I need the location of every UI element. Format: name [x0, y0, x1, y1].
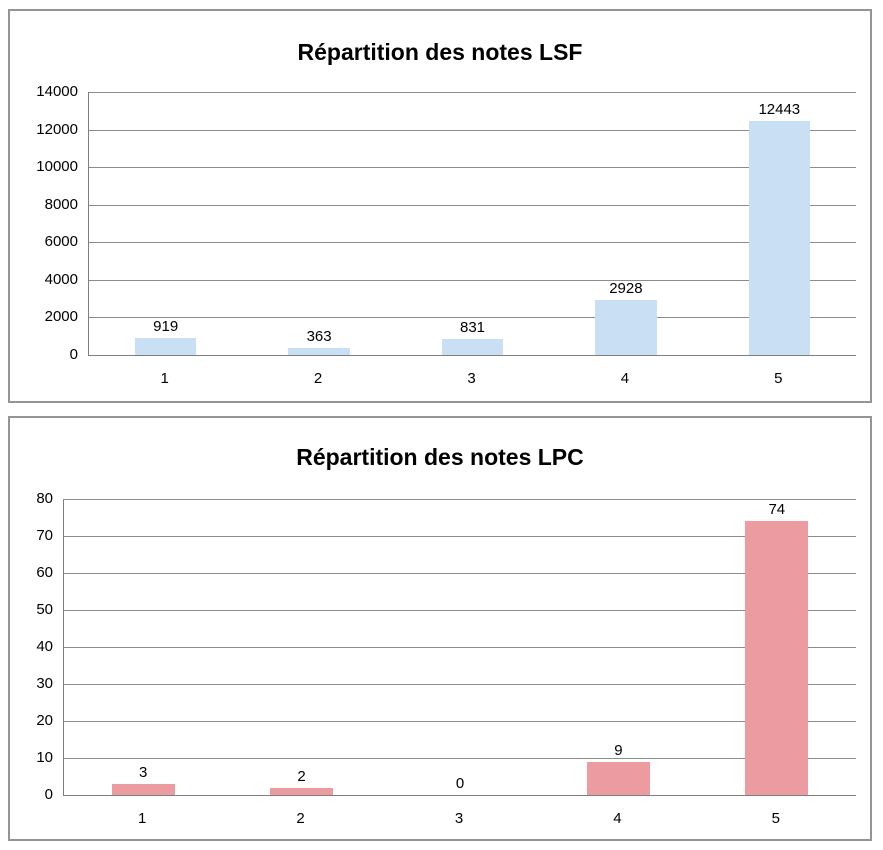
- y-axis-tick-label: 4000: [44, 270, 78, 288]
- x-axis-tick-label: 5: [774, 370, 783, 387]
- plot-area-lpc: 3 2 0 9 74: [63, 499, 856, 796]
- x-axis-tick-label: 5: [771, 810, 780, 827]
- bar-category-4: [586, 761, 651, 795]
- y-gridline: [89, 242, 856, 244]
- x-axis-tick-label: 1: [160, 370, 169, 387]
- x-axis-tick-label: 2: [296, 810, 305, 827]
- x-axis-tick-label: 2: [313, 370, 323, 387]
- y-gridline: [89, 279, 856, 281]
- y-gridline: [64, 721, 856, 722]
- y-gridline: [89, 92, 856, 93]
- chart-lsf: Répartition des notes LSF 919 363 831 2928 1…: [8, 9, 872, 403]
- y-axis-tick-label: 8000: [44, 195, 78, 213]
- y-gridline: [64, 610, 856, 611]
- value-label-category-3: 0: [455, 775, 465, 792]
- y-axis-tick-label: 0: [69, 346, 78, 363]
- bar-category-5: [748, 121, 810, 355]
- bar-category-1: [135, 337, 197, 355]
- y-gridline: [64, 647, 856, 648]
- value-label-category-5: 74: [768, 501, 786, 519]
- y-axis-tick-label: 0: [44, 786, 53, 803]
- y-axis-tick-label: 10000: [36, 158, 78, 176]
- value-label-category-5: 12443: [758, 101, 801, 119]
- y-axis-tick-label: 60: [36, 564, 53, 581]
- y-axis-tick-label: 40: [36, 638, 53, 655]
- chart-lpc: Répartition des notes LPC 3 2 0 9 74 0 10 20 30…: [8, 416, 872, 841]
- x-axis-tick-label: 3: [467, 370, 476, 387]
- y-gridline: [89, 204, 856, 206]
- value-label-category-2: 363: [306, 328, 332, 346]
- y-gridline: [64, 573, 856, 574]
- bar-category-5: [745, 521, 809, 795]
- x-axis-tick-label: 4: [613, 810, 622, 827]
- value-label-category-1: 919: [153, 317, 179, 335]
- y-axis-tick-label: 2000: [44, 308, 78, 326]
- x-axis-tick-label: 1: [138, 810, 147, 827]
- x-axis-tick-label: 3: [454, 810, 464, 827]
- chart-title-lpc: Répartition des notes LPC: [296, 444, 584, 470]
- value-label-category-4: 9: [614, 741, 623, 759]
- y-axis-tick-label: 6000: [44, 233, 78, 251]
- y-axis-tick-label: 80: [36, 490, 53, 507]
- y-axis-tick-label: 70: [36, 527, 53, 544]
- bar-category-2: [288, 348, 350, 355]
- y-gridline: [64, 536, 856, 537]
- y-axis-tick-label: 14000: [36, 83, 78, 100]
- x-axis-tick-label: 4: [620, 370, 630, 387]
- y-gridline: [89, 317, 856, 319]
- y-gridline: [64, 499, 856, 500]
- y-axis-tick-label: 12000: [36, 120, 78, 138]
- bar-category-1: [111, 783, 175, 795]
- value-label-category-3: 831: [459, 319, 486, 337]
- y-gridline: [64, 758, 856, 759]
- value-label-category-1: 3: [139, 763, 148, 781]
- bar-category-4: [595, 300, 657, 355]
- y-axis-tick-label: 20: [36, 712, 53, 729]
- y-axis-tick-label: 50: [36, 601, 53, 618]
- chart-title-lsf: Répartition des notes LSF: [297, 39, 583, 65]
- y-axis-tick-label: 30: [36, 675, 53, 692]
- y-gridline: [89, 167, 856, 169]
- bar-category-3: [441, 339, 504, 355]
- y-gridline: [64, 684, 856, 685]
- y-gridline: [89, 129, 856, 131]
- value-label-category-2: 2: [297, 767, 306, 785]
- bar-category-2: [269, 787, 334, 795]
- plot-area-lsf: 919 363 831 2928 12443: [88, 92, 856, 356]
- y-axis-tick-label: 10: [36, 749, 53, 766]
- value-label-category-4: 2928: [609, 280, 643, 297]
